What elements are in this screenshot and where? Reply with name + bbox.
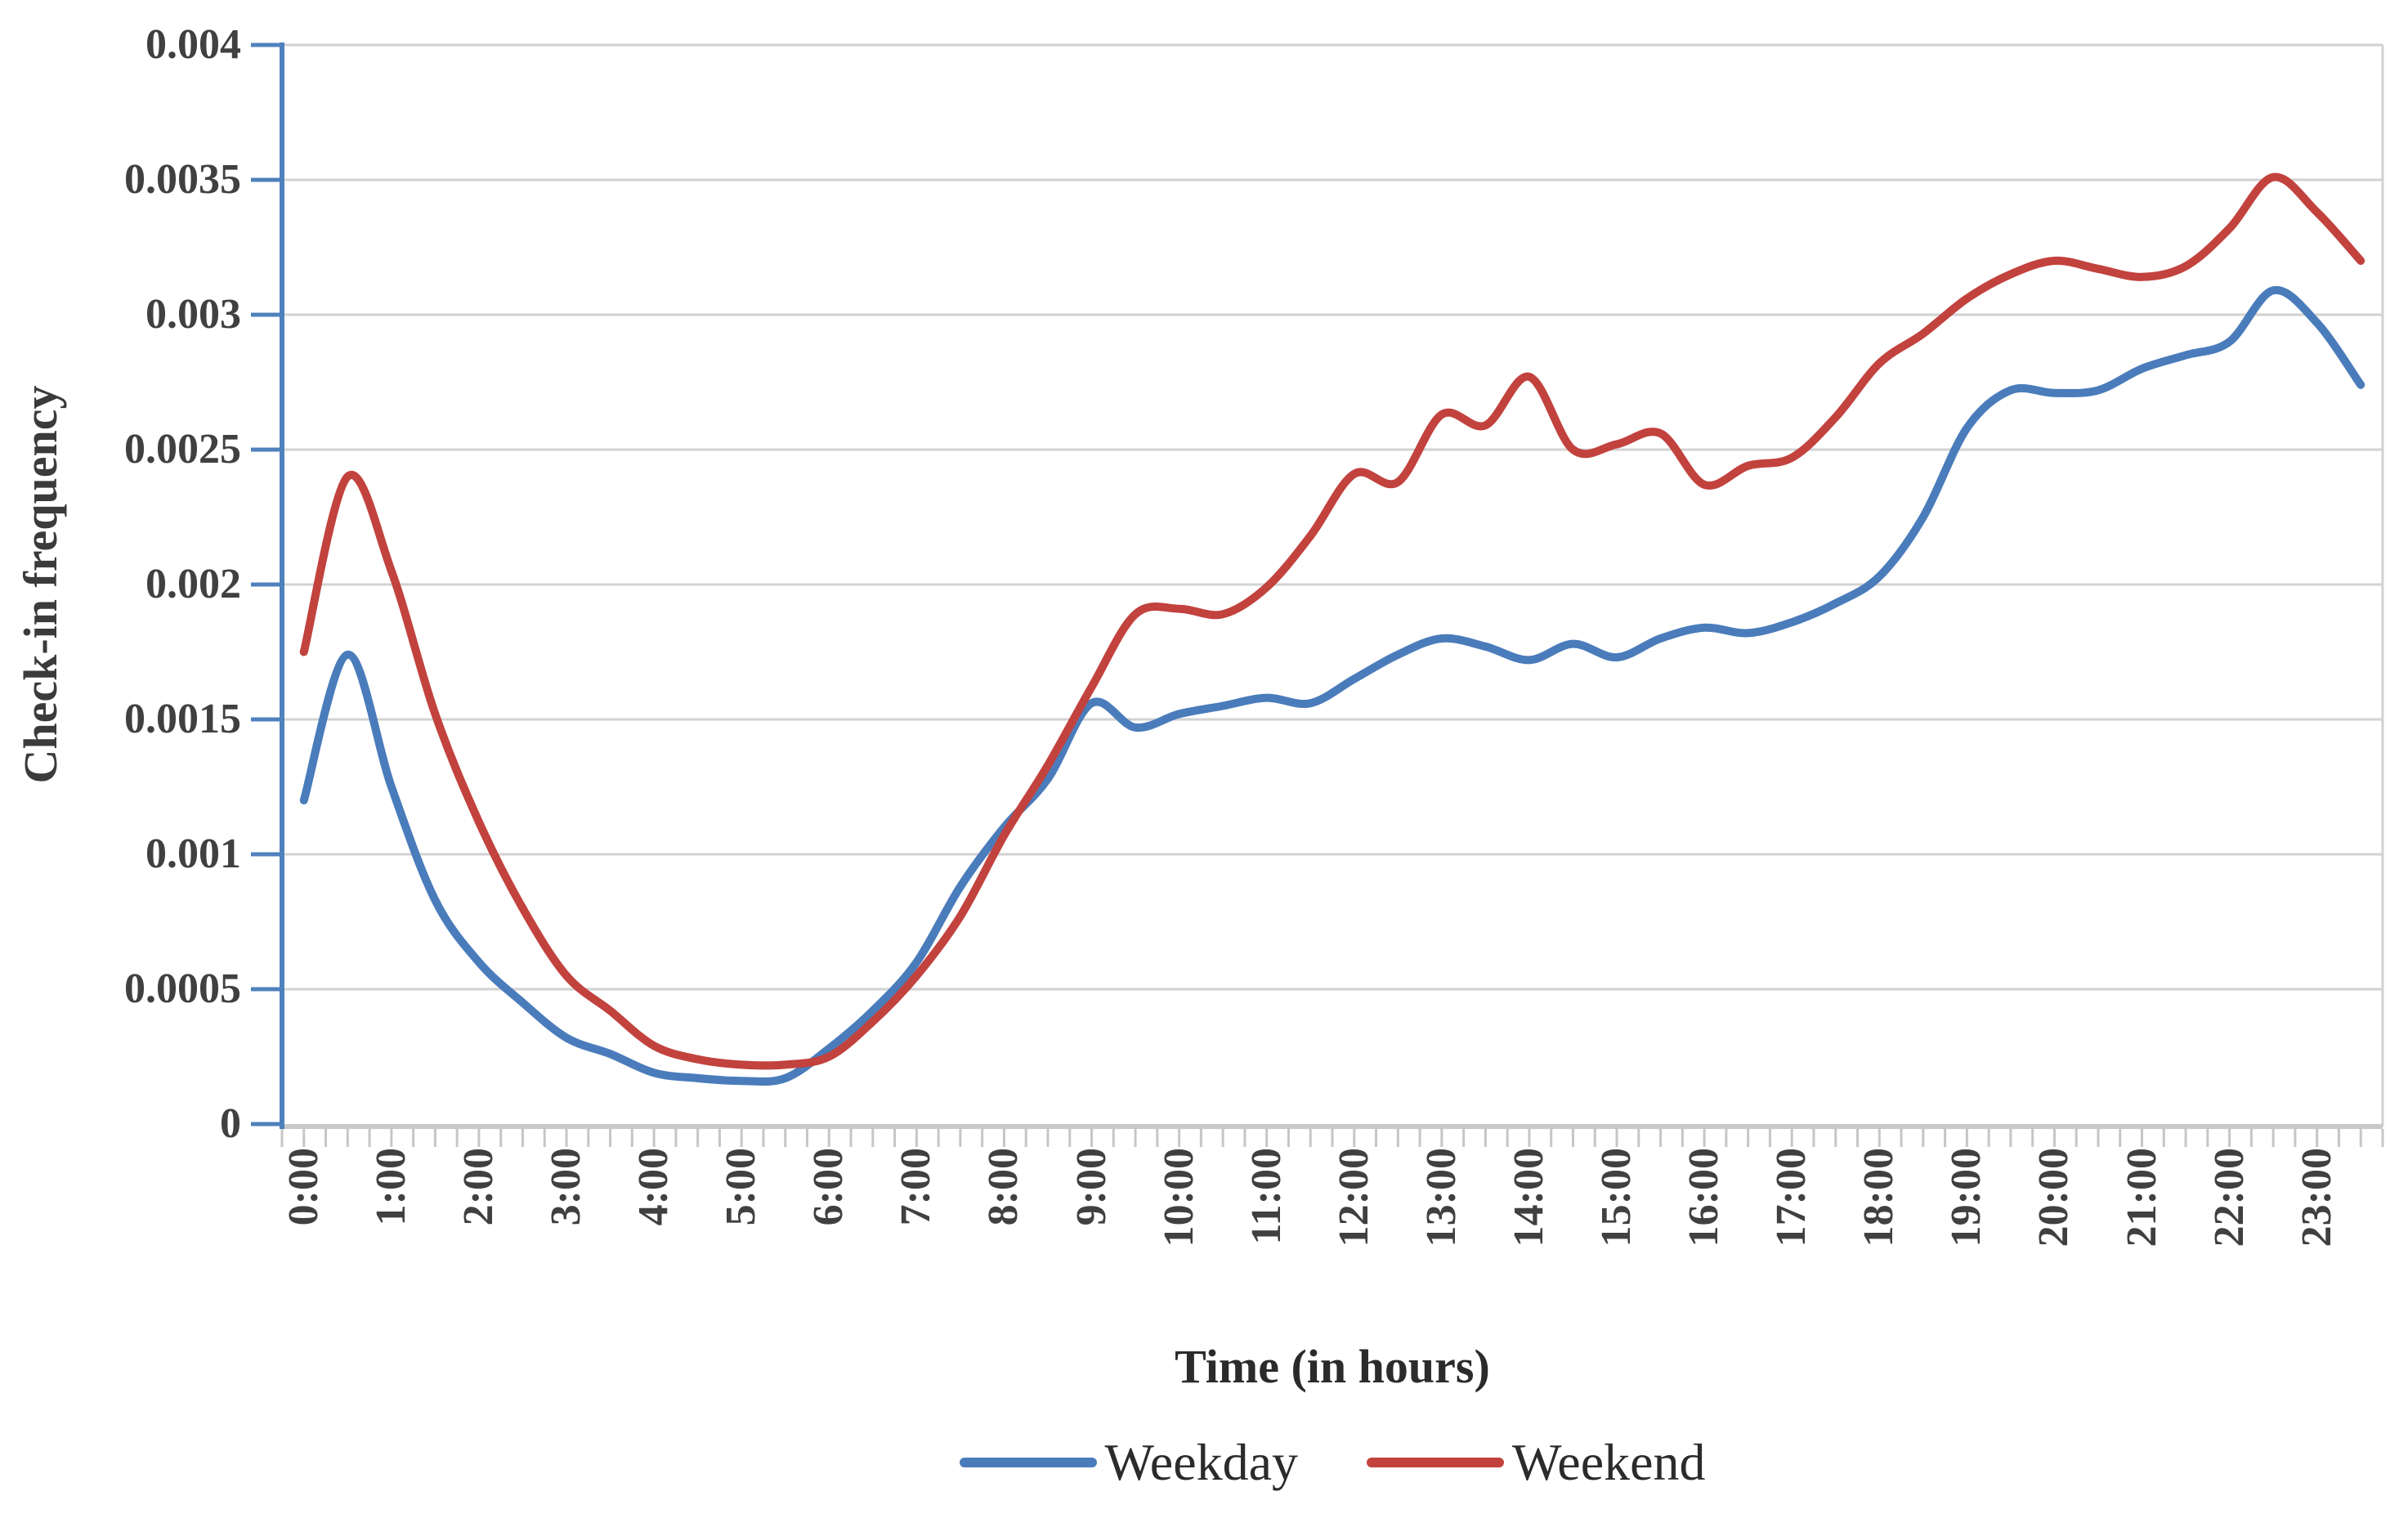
x-tick-label: 11:00	[1242, 1148, 1290, 1245]
x-tick-label: 13:00	[1417, 1148, 1465, 1248]
legend-label-weekend: Weekend	[1512, 1433, 1706, 1491]
x-tick-label: 16:00	[1681, 1148, 1728, 1248]
x-axis-title: Time (in hours)	[1175, 1340, 1490, 1393]
x-tick-label: 7:00	[893, 1148, 940, 1226]
y-tick-label: 0.0025	[124, 426, 241, 473]
series-line-weekend	[299, 172, 2365, 1070]
x-tick-label: 20:00	[2030, 1148, 2078, 1248]
x-tick-label: 14:00	[1505, 1148, 1552, 1248]
x-tick-label: 15:00	[1593, 1148, 1640, 1248]
y-tick-label: 0	[220, 1100, 241, 1147]
x-tick-label: 1:00	[367, 1148, 414, 1226]
x-tick-label: 21:00	[2118, 1148, 2165, 1248]
legend-item-weekday: Weekday	[959, 1432, 1299, 1493]
x-tick-label: 6:00	[805, 1148, 853, 1226]
y-tick-label: 0.002	[145, 561, 241, 607]
x-tick-label: 12:00	[1330, 1148, 1377, 1248]
x-tick-label: 2:00	[454, 1148, 502, 1226]
x-tick-label: 8:00	[980, 1148, 1027, 1226]
x-tick-label: 4:00	[630, 1148, 678, 1226]
x-tick-label: 22:00	[2205, 1148, 2253, 1248]
x-tick-label: 3:00	[543, 1148, 590, 1226]
y-tick-label: 0.0015	[124, 696, 241, 742]
legend-item-weekend: Weekend	[1367, 1432, 1706, 1493]
legend: Weekday Weekend	[282, 1432, 2383, 1493]
y-tick-label: 0.004	[145, 21, 241, 68]
series-line-weekday	[299, 286, 2365, 1086]
x-tick-label: 23:00	[2293, 1148, 2340, 1248]
y-tick-label: 0.003	[145, 291, 241, 338]
x-tick-label: 5:00	[718, 1148, 765, 1226]
y-tick-label: 0.0005	[124, 965, 241, 1012]
weekend-line-swatch	[1367, 1458, 1504, 1467]
x-tick-label: 9:00	[1067, 1148, 1115, 1226]
x-tick-label: 18:00	[1855, 1148, 1903, 1248]
x-tick-label: 0:00	[280, 1148, 327, 1226]
y-tick-label: 0.0035	[124, 156, 241, 203]
weekday-line-swatch	[959, 1458, 1097, 1467]
legend-label-weekday: Weekday	[1104, 1433, 1299, 1491]
x-tick-label: 10:00	[1155, 1148, 1202, 1248]
y-tick-label: 0.001	[145, 831, 241, 877]
x-tick-label: 19:00	[1943, 1148, 1990, 1248]
x-tick-label: 17:00	[1768, 1148, 1815, 1248]
